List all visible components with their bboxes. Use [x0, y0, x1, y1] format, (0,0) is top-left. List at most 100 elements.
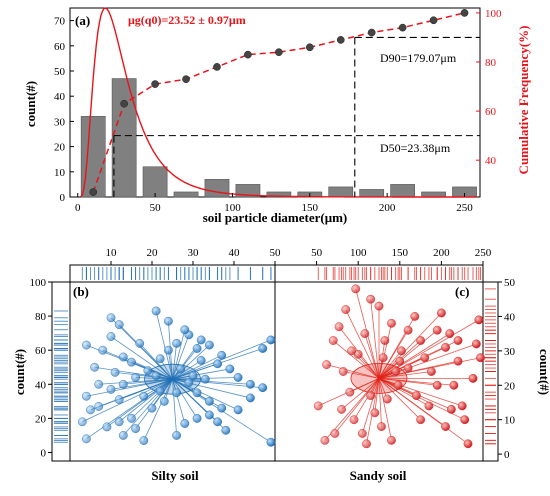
data-point — [441, 343, 450, 352]
data-point — [143, 366, 153, 376]
sandy-top-ticks: 50 100 150 200 250 — [311, 247, 492, 265]
spoke-line — [172, 378, 239, 411]
data-point — [106, 384, 116, 394]
data-point — [172, 388, 182, 398]
y-tick-label: 20 — [35, 413, 47, 425]
data-point — [90, 362, 100, 372]
panel-c-side-rug-frame — [482, 281, 499, 462]
data-point — [266, 335, 276, 345]
data-point — [163, 345, 173, 355]
data-point — [377, 422, 386, 431]
data-point — [341, 305, 351, 314]
data-point — [94, 402, 104, 411]
data-point — [155, 354, 165, 364]
data-point — [233, 405, 243, 415]
data-point — [114, 395, 124, 405]
data-point — [77, 417, 87, 427]
spoke-line — [361, 378, 380, 434]
data-point — [432, 380, 442, 390]
data-point — [380, 336, 390, 345]
spoke-line — [343, 371, 380, 379]
y-tick-label: 30 — [54, 116, 66, 128]
data-point — [457, 401, 467, 411]
data-point — [86, 405, 95, 415]
percentile-guides — [113, 36, 480, 197]
data-point — [476, 353, 485, 363]
data-point — [200, 374, 210, 384]
data-point — [118, 352, 128, 362]
data-point — [468, 373, 478, 383]
data-point — [436, 308, 446, 318]
y2-tick-label: 60 — [485, 106, 497, 118]
data-point — [135, 338, 145, 348]
y-tick-label: 0 — [60, 192, 66, 204]
spoke-line — [341, 378, 380, 410]
histogram-bar — [328, 186, 354, 198]
histogram-bar — [359, 189, 385, 198]
data-point — [98, 345, 108, 355]
y-tick-label: 0 — [41, 447, 47, 459]
cumulative-point — [244, 50, 252, 59]
y2-axis-label: Cumulative Frequency(%) — [516, 26, 531, 175]
data-point — [82, 391, 91, 401]
cumulative-point — [89, 188, 98, 196]
d50-annotation: D50=23.38μm — [380, 141, 451, 155]
spoke-line — [378, 333, 450, 379]
histogram-bars — [80, 78, 477, 198]
y2-tick-label: 80 — [485, 57, 497, 69]
data-point — [217, 350, 227, 360]
histogram-bar — [111, 78, 137, 198]
y-tick-label: 60 — [35, 345, 47, 357]
spoke-line — [139, 343, 173, 380]
spoke-line — [118, 324, 173, 380]
data-point — [258, 344, 268, 353]
data-point — [184, 378, 194, 387]
spoke-line — [345, 309, 380, 379]
top-tick-label: 40 — [229, 247, 241, 259]
data-point — [204, 340, 214, 350]
y-axis-label: count(#) — [23, 81, 38, 127]
spoke-line — [172, 334, 190, 380]
y-tick-label: 0 — [504, 449, 510, 461]
data-point — [360, 329, 370, 339]
data-point — [204, 410, 214, 420]
silty-top-ticks: 10 20 30 40 50 — [106, 247, 281, 265]
top-tick-label: 100 — [350, 247, 367, 259]
data-point — [410, 312, 420, 321]
sandy-points — [313, 284, 485, 449]
spoke-line — [378, 378, 392, 441]
silty-y-axis-label: count(#) — [12, 349, 27, 395]
spoke-line — [118, 378, 173, 423]
spoke-line — [374, 378, 380, 413]
spoke-line — [172, 354, 222, 380]
data-point — [131, 373, 141, 382]
top-tick-label: 50 — [311, 247, 323, 259]
data-point — [382, 394, 392, 404]
data-point — [416, 415, 425, 425]
y-tick-label: 50 — [504, 277, 516, 289]
data-point — [106, 313, 116, 323]
data-point — [233, 373, 243, 382]
data-point — [416, 336, 425, 345]
x-tick-label: 150 — [302, 202, 319, 214]
data-point — [245, 379, 255, 389]
data-point — [424, 401, 434, 411]
data-point — [172, 431, 182, 440]
data-point — [370, 408, 380, 418]
spoke-line — [332, 340, 380, 379]
data-point — [387, 318, 396, 328]
sandy-y-axis-label: count(#) — [537, 349, 550, 395]
y-tick-label: 70 — [54, 16, 66, 28]
histogram-bar — [421, 191, 446, 198]
data-point — [196, 335, 206, 345]
spoke-line — [86, 378, 173, 397]
cumulative-point — [120, 99, 129, 108]
y-tick-label: 20 — [504, 380, 516, 392]
spoke-line — [378, 378, 446, 427]
panel-b-top-rug-frame — [69, 264, 276, 283]
data-point — [106, 332, 116, 341]
data-point — [110, 367, 120, 377]
y2-tick-label: 100 — [485, 8, 502, 20]
cumulative-point — [460, 9, 469, 17]
data-point — [330, 429, 340, 438]
